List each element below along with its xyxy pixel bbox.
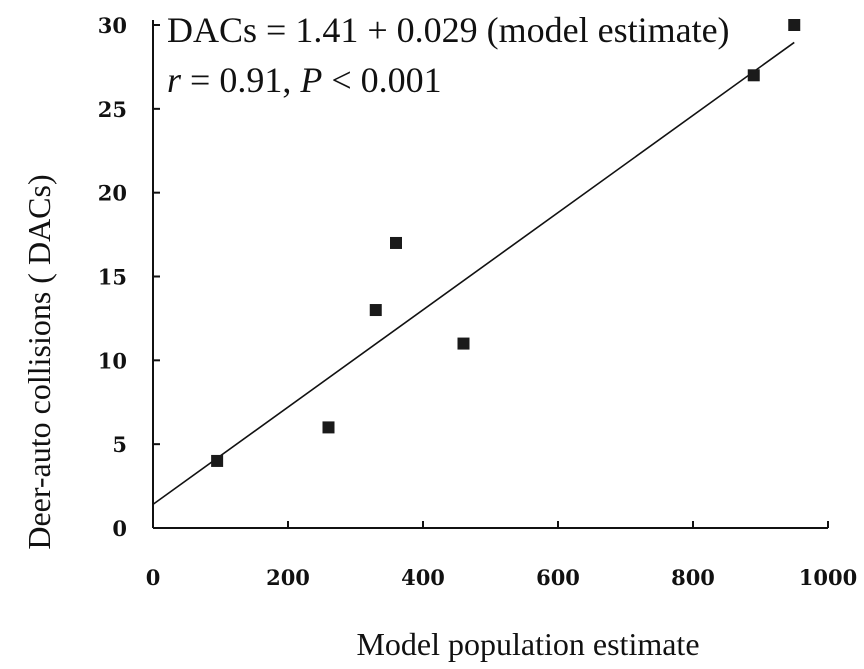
data-point [457,337,470,350]
axes [152,20,829,529]
data-point [322,421,335,434]
r-symbol: r [167,60,182,100]
x-tick-label: 400 [401,565,445,590]
r-value: = 0.91, [181,60,300,100]
regression-line [152,41,795,506]
data-point [747,69,760,82]
tick-labels: 0 5 10 15 20 25 30 0 200 400 600 800 1000 [98,13,857,590]
x-tick-label: 600 [536,565,580,590]
y-tick-label: 20 [98,181,127,206]
p-value: < 0.001 [322,60,441,100]
equation-annotation: DACs = 1.41 + 0.029 (model estimate) [167,10,730,50]
stats-annotation: r = 0.91, P < 0.001 [167,60,442,100]
data-point [788,19,801,31]
x-tick-label: 1000 [799,565,857,590]
y-tick-label: 5 [112,432,127,457]
data-point [211,454,224,467]
y-tick-label: 15 [98,265,127,290]
x-axis-label: Model population estimate [356,626,699,662]
x-tick-label: 0 [146,565,161,590]
data-points [211,19,801,467]
p-symbol: P [299,60,322,100]
y-tick-label: 0 [112,516,127,541]
y-tick-label: 25 [98,97,127,122]
regression-line-group [152,41,795,506]
data-point [390,236,402,249]
y-tick-label: 10 [98,348,127,373]
y-axis-label: Deer-auto collisions ( DACs) [21,174,57,549]
data-point [369,304,382,317]
y-tick-label: 30 [98,13,127,38]
x-tick-label: 200 [266,565,310,590]
x-tick-label: 800 [671,565,715,590]
